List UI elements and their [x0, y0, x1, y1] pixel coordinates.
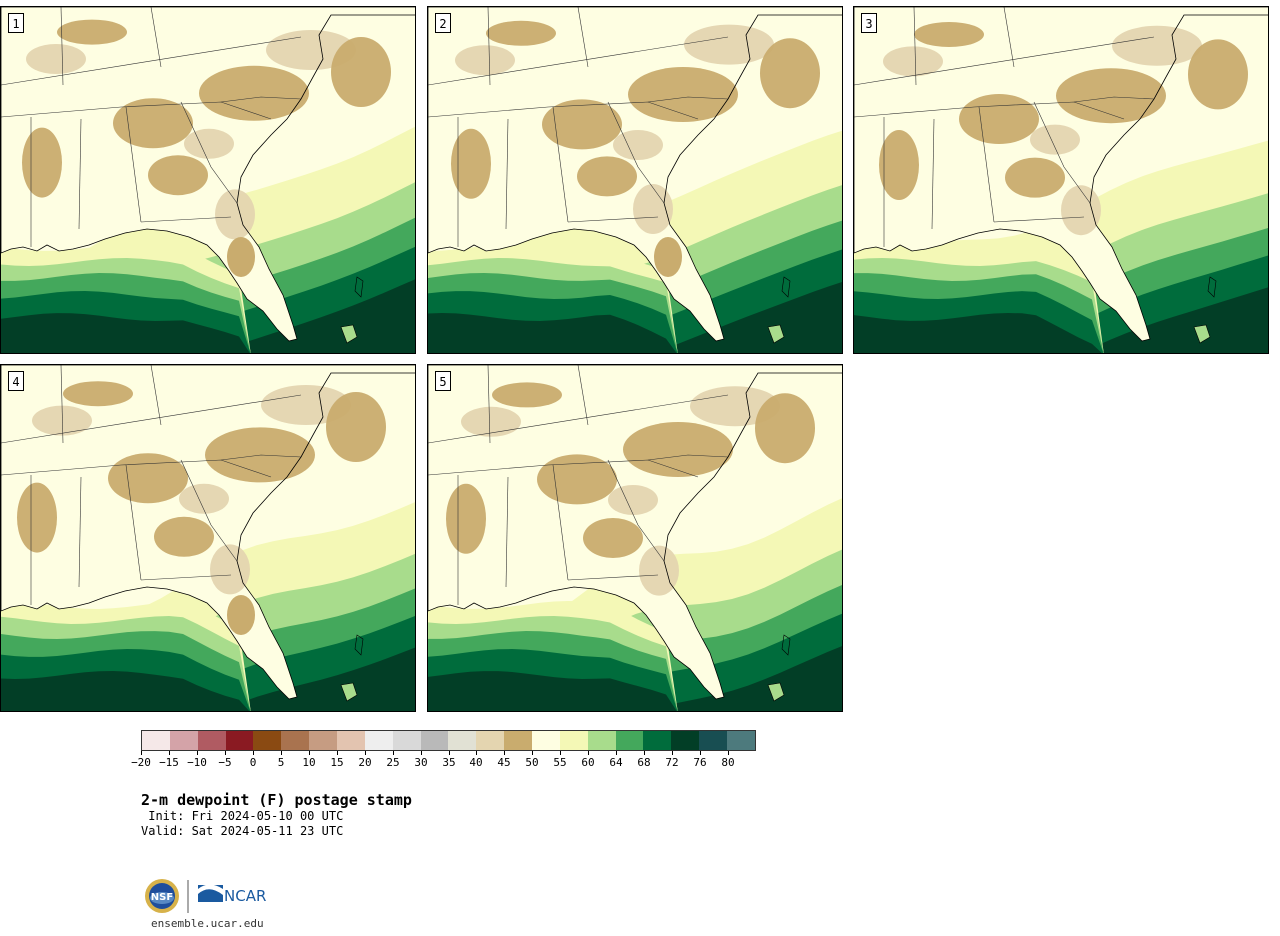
ncar-swoosh-icon: NCAR	[198, 884, 266, 905]
colorbar-swatch	[615, 731, 644, 750]
nsf-globe-icon: NSF	[145, 879, 179, 913]
colorbar-tick-label: 55	[553, 756, 567, 769]
map-panel-2: 2	[427, 6, 843, 354]
map-panel-3: 3	[853, 6, 1269, 354]
panel-label: 1	[8, 13, 24, 33]
colorbar-swatch	[448, 731, 477, 750]
colorbar-tick	[169, 751, 170, 755]
colorbar-tick-label: 76	[693, 756, 707, 769]
colorbar-ticks: −20 −15 −10 −5 0 5 10 15 20 25 30 35 40 45 50 55 60 64 68 7…	[131, 751, 756, 771]
colorbar-swatch	[281, 731, 310, 750]
figure-title: 2-m dewpoint (F) postage stamp	[141, 791, 412, 809]
nsf-logo-text: NSF	[151, 892, 173, 903]
colorbar-tick	[281, 751, 282, 755]
colorbar-tick	[588, 751, 589, 755]
colorbar-tick-label: 25	[386, 756, 400, 769]
colorbar-tick	[309, 751, 310, 755]
colorbar-swatch	[699, 731, 728, 750]
map-panel-4: 4	[0, 364, 416, 712]
colorbar-swatch	[253, 731, 282, 750]
dewpoint-map	[428, 7, 842, 353]
colorbar-tick	[532, 751, 533, 755]
colorbar-swatch	[671, 731, 700, 750]
colorbar-tick-label: 68	[637, 756, 651, 769]
colorbar-swatch	[337, 731, 365, 750]
colorbar-tick-label: 72	[665, 756, 679, 769]
colorbar-tick	[616, 751, 617, 755]
ncar-logo-text: NCAR	[224, 887, 266, 905]
colorbar-tick	[197, 751, 198, 755]
colorbar-tick-label: 0	[249, 756, 257, 769]
colorbar-tick-label: −15	[159, 756, 179, 769]
colorbar-tick-label: −10	[187, 756, 207, 769]
colorbar-tick	[700, 751, 701, 755]
colorbar-swatch	[504, 731, 533, 750]
colorbar-tick	[393, 751, 394, 755]
map-panel-1: 1	[0, 6, 416, 354]
colorbar-tick-label: 64	[609, 756, 623, 769]
colorbar-tick-label: 80	[721, 756, 735, 769]
colorbar-swatch	[476, 731, 505, 750]
colorbar-swatch	[392, 731, 421, 750]
colorbar-swatch	[532, 731, 560, 750]
colorbar-tick	[253, 751, 254, 755]
colorbar-tick	[476, 751, 477, 755]
colorbar-tick	[644, 751, 645, 755]
colorbar-tick	[337, 751, 338, 755]
colorbar-tick-label: 30	[414, 756, 428, 769]
colorbar-tick	[672, 751, 673, 755]
colorbar-tick-label: −5	[218, 756, 232, 769]
colorbar-swatch	[197, 731, 226, 750]
panel-label: 2	[435, 13, 451, 33]
dewpoint-map	[428, 365, 842, 711]
colorbar-tick-label: 60	[581, 756, 595, 769]
colorbar-swatch	[225, 731, 254, 750]
colorbar-swatch	[643, 731, 672, 750]
colorbar-tick-label: 45	[497, 756, 511, 769]
colorbar-swatch	[364, 731, 393, 750]
colorbar-tick-label: 20	[358, 756, 372, 769]
colorbar-tick-label: 35	[442, 756, 456, 769]
colorbar-tick	[421, 751, 422, 755]
panel-label: 5	[435, 371, 451, 391]
colorbar-tick	[560, 751, 561, 755]
colorbar-tick-label: 15	[330, 756, 344, 769]
colorbar-tick-label: 5	[277, 756, 285, 769]
colorbar-swatch	[309, 731, 338, 750]
colorbar-tick-label: 10	[302, 756, 316, 769]
colorbar-tick	[225, 751, 226, 755]
colorbar-tick	[728, 751, 729, 755]
logos: NSF NCAR	[143, 876, 283, 916]
dewpoint-map	[854, 7, 1268, 353]
site-url: ensemble.ucar.edu	[151, 917, 264, 930]
valid-time: Valid: Sat 2024-05-11 23 UTC	[141, 824, 344, 838]
map-panel-5: 5	[427, 364, 843, 712]
colorbar-swatch	[587, 731, 616, 750]
colorbar-tick	[141, 751, 142, 755]
colorbar-tick-label: 50	[525, 756, 539, 769]
colorbar-tick	[449, 751, 450, 755]
colorbar-swatch	[559, 731, 588, 750]
colorbar-tick	[504, 751, 505, 755]
colorbar-tick	[365, 751, 366, 755]
colorbar-tick-label: 40	[469, 756, 483, 769]
dewpoint-map	[1, 7, 415, 353]
colorbar-swatch	[142, 731, 170, 750]
dewpoint-map	[1, 365, 415, 711]
colorbar-tick-label: −20	[131, 756, 151, 769]
init-time: Init: Fri 2024-05-10 00 UTC	[141, 809, 344, 823]
colorbar	[141, 730, 756, 751]
panel-label: 3	[861, 13, 877, 33]
colorbar-swatch	[169, 731, 198, 750]
colorbar-swatch	[420, 731, 449, 750]
panel-label: 4	[8, 371, 24, 391]
colorbar-swatch	[727, 731, 755, 750]
